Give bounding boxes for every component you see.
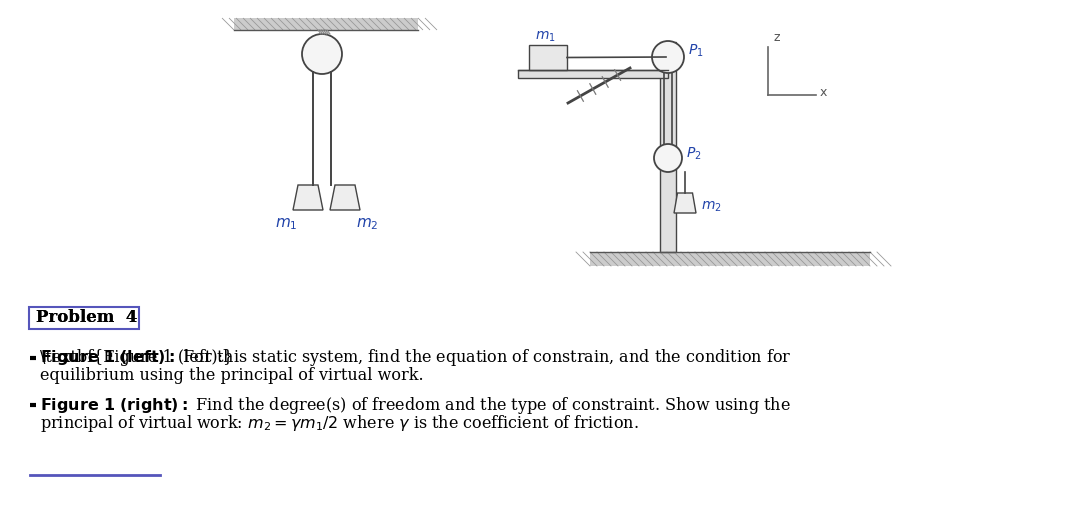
Text: $\mathbf{Figure\ 1\ (left):}$ For this static system, find the equation of const: $\mathbf{Figure\ 1\ (left):}$ For this s… bbox=[40, 347, 792, 368]
Text: $\mathbf{Figure\ 1\ (right):}$ Find the degree(s) of freedom and the type of con: $\mathbf{Figure\ 1\ (right):}$ Find the … bbox=[40, 394, 791, 416]
Text: $m_2$: $m_2$ bbox=[356, 216, 379, 232]
Bar bbox=[29, 307, 139, 329]
Bar bbox=[590, 252, 870, 266]
Circle shape bbox=[652, 41, 684, 73]
Text: principal of virtual work: $m_2 = \gamma m_1/2$ where $\gamma$ is the coefficien: principal of virtual work: $m_2 = \gamma… bbox=[40, 412, 639, 433]
Text: $P_2$: $P_2$ bbox=[686, 146, 701, 162]
Text: z: z bbox=[773, 31, 779, 44]
Text: x: x bbox=[820, 86, 828, 98]
Text: $m_1$: $m_1$ bbox=[275, 216, 298, 232]
Text: \textbf{Figure 1 (left):}: \textbf{Figure 1 (left):} bbox=[40, 349, 233, 366]
Bar bbox=[660, 42, 677, 252]
Text: Problem  4: Problem 4 bbox=[36, 309, 137, 326]
Text: equilibrium using the principal of virtual work.: equilibrium using the principal of virtu… bbox=[40, 367, 424, 385]
Bar bbox=[234, 18, 418, 30]
Bar bbox=[529, 45, 566, 70]
Circle shape bbox=[654, 144, 682, 172]
Polygon shape bbox=[293, 185, 323, 210]
Text: $m_1$: $m_1$ bbox=[534, 30, 556, 44]
Text: $P_1$: $P_1$ bbox=[688, 43, 704, 59]
Text: Problem  4: Problem 4 bbox=[36, 309, 137, 326]
Text: $m_2$: $m_2$ bbox=[701, 200, 722, 214]
Polygon shape bbox=[330, 185, 360, 210]
Polygon shape bbox=[674, 193, 696, 213]
Circle shape bbox=[302, 34, 342, 74]
Bar bbox=[518, 70, 668, 78]
